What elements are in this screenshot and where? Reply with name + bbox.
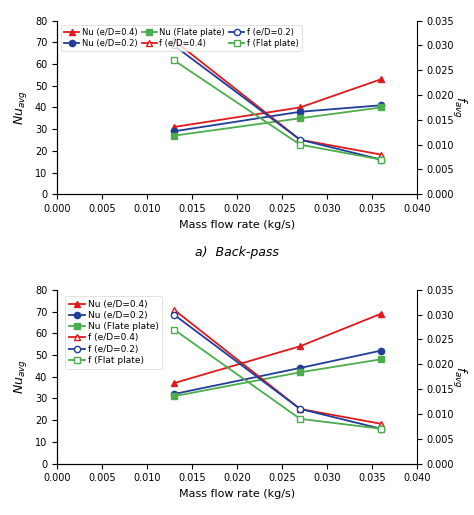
f (e/D=0.4)	[297, 406, 303, 412]
Y-axis label: $Nu_{avg}$: $Nu_{avg}$	[12, 359, 29, 394]
Nu (e/D=0.4)	[171, 124, 177, 130]
Y-axis label: $f_{avg}$: $f_{avg}$	[450, 366, 468, 388]
f (e/D=0.4)	[378, 151, 384, 158]
f (e/D=0.4)	[378, 421, 384, 427]
Line: Nu (Flate plate): Nu (Flate plate)	[171, 356, 384, 399]
Nu (Flate plate)	[171, 132, 177, 139]
Nu (Flate plate)	[171, 393, 177, 399]
Nu (e/D=0.4)	[378, 311, 384, 317]
f (e/D=0.2)	[171, 312, 177, 318]
Line: f (Flat plate): f (Flat plate)	[171, 327, 384, 432]
f (Flat plate)	[297, 142, 303, 148]
Text: a)  Back-pass: a) Back-pass	[195, 246, 279, 260]
f (e/D=0.2)	[297, 406, 303, 412]
f (Flat plate)	[378, 157, 384, 163]
Line: f (e/D=0.2): f (e/D=0.2)	[171, 42, 384, 163]
Nu (e/D=0.2)	[171, 391, 177, 397]
f (e/D=0.2)	[171, 42, 177, 48]
Line: f (e/D=0.2): f (e/D=0.2)	[171, 312, 384, 432]
f (Flat plate)	[297, 416, 303, 422]
Nu (e/D=0.4)	[171, 380, 177, 386]
Nu (e/D=0.2)	[378, 348, 384, 354]
Line: Nu (e/D=0.4): Nu (e/D=0.4)	[171, 311, 384, 386]
f (e/D=0.2)	[378, 157, 384, 163]
Nu (e/D=0.2)	[171, 128, 177, 134]
X-axis label: Mass flow rate (kg/s): Mass flow rate (kg/s)	[179, 219, 295, 230]
Nu (e/D=0.2)	[378, 102, 384, 108]
f (Flat plate)	[171, 57, 177, 63]
f (Flat plate)	[171, 327, 177, 333]
Nu (e/D=0.4)	[378, 76, 384, 82]
Y-axis label: $Nu_{avg}$: $Nu_{avg}$	[12, 90, 29, 125]
Legend: Nu (e/D=0.4), Nu (e/D=0.2), Nu (Flate plate), f (e/D=0.4), f (e/D=0.2), f (Flat : Nu (e/D=0.4), Nu (e/D=0.2), Nu (Flate pl…	[65, 296, 162, 369]
f (e/D=0.2)	[297, 136, 303, 143]
Nu (Flate plate)	[378, 356, 384, 363]
f (e/D=0.4)	[297, 136, 303, 143]
Nu (e/D=0.2)	[297, 109, 303, 115]
f (e/D=0.4)	[171, 38, 177, 44]
Nu (Flate plate)	[378, 105, 384, 111]
f (Flat plate)	[378, 426, 384, 432]
Line: Nu (Flate plate): Nu (Flate plate)	[171, 105, 384, 139]
Line: f (Flat plate): f (Flat plate)	[171, 57, 384, 163]
Nu (e/D=0.2)	[297, 365, 303, 371]
f (e/D=0.2)	[378, 426, 384, 432]
f (e/D=0.4)	[171, 306, 177, 313]
X-axis label: Mass flow rate (kg/s): Mass flow rate (kg/s)	[179, 489, 295, 499]
Nu (e/D=0.4)	[297, 343, 303, 349]
Y-axis label: $f_{avg}$: $f_{avg}$	[450, 96, 468, 118]
Line: Nu (e/D=0.2): Nu (e/D=0.2)	[171, 348, 384, 397]
Line: Nu (e/D=0.2): Nu (e/D=0.2)	[171, 102, 384, 134]
Nu (Flate plate)	[297, 369, 303, 375]
Nu (e/D=0.4)	[297, 105, 303, 111]
Line: f (e/D=0.4): f (e/D=0.4)	[171, 306, 384, 427]
Line: Nu (e/D=0.4): Nu (e/D=0.4)	[171, 76, 384, 130]
Nu (Flate plate)	[297, 115, 303, 122]
Legend: Nu (e/D=0.4), Nu (e/D=0.2), Nu (Flate plate), f (e/D=0.4), f (e/D=0.2), f (Flat : Nu (e/D=0.4), Nu (e/D=0.2), Nu (Flate pl…	[61, 25, 301, 51]
Line: f (e/D=0.4): f (e/D=0.4)	[171, 37, 384, 158]
